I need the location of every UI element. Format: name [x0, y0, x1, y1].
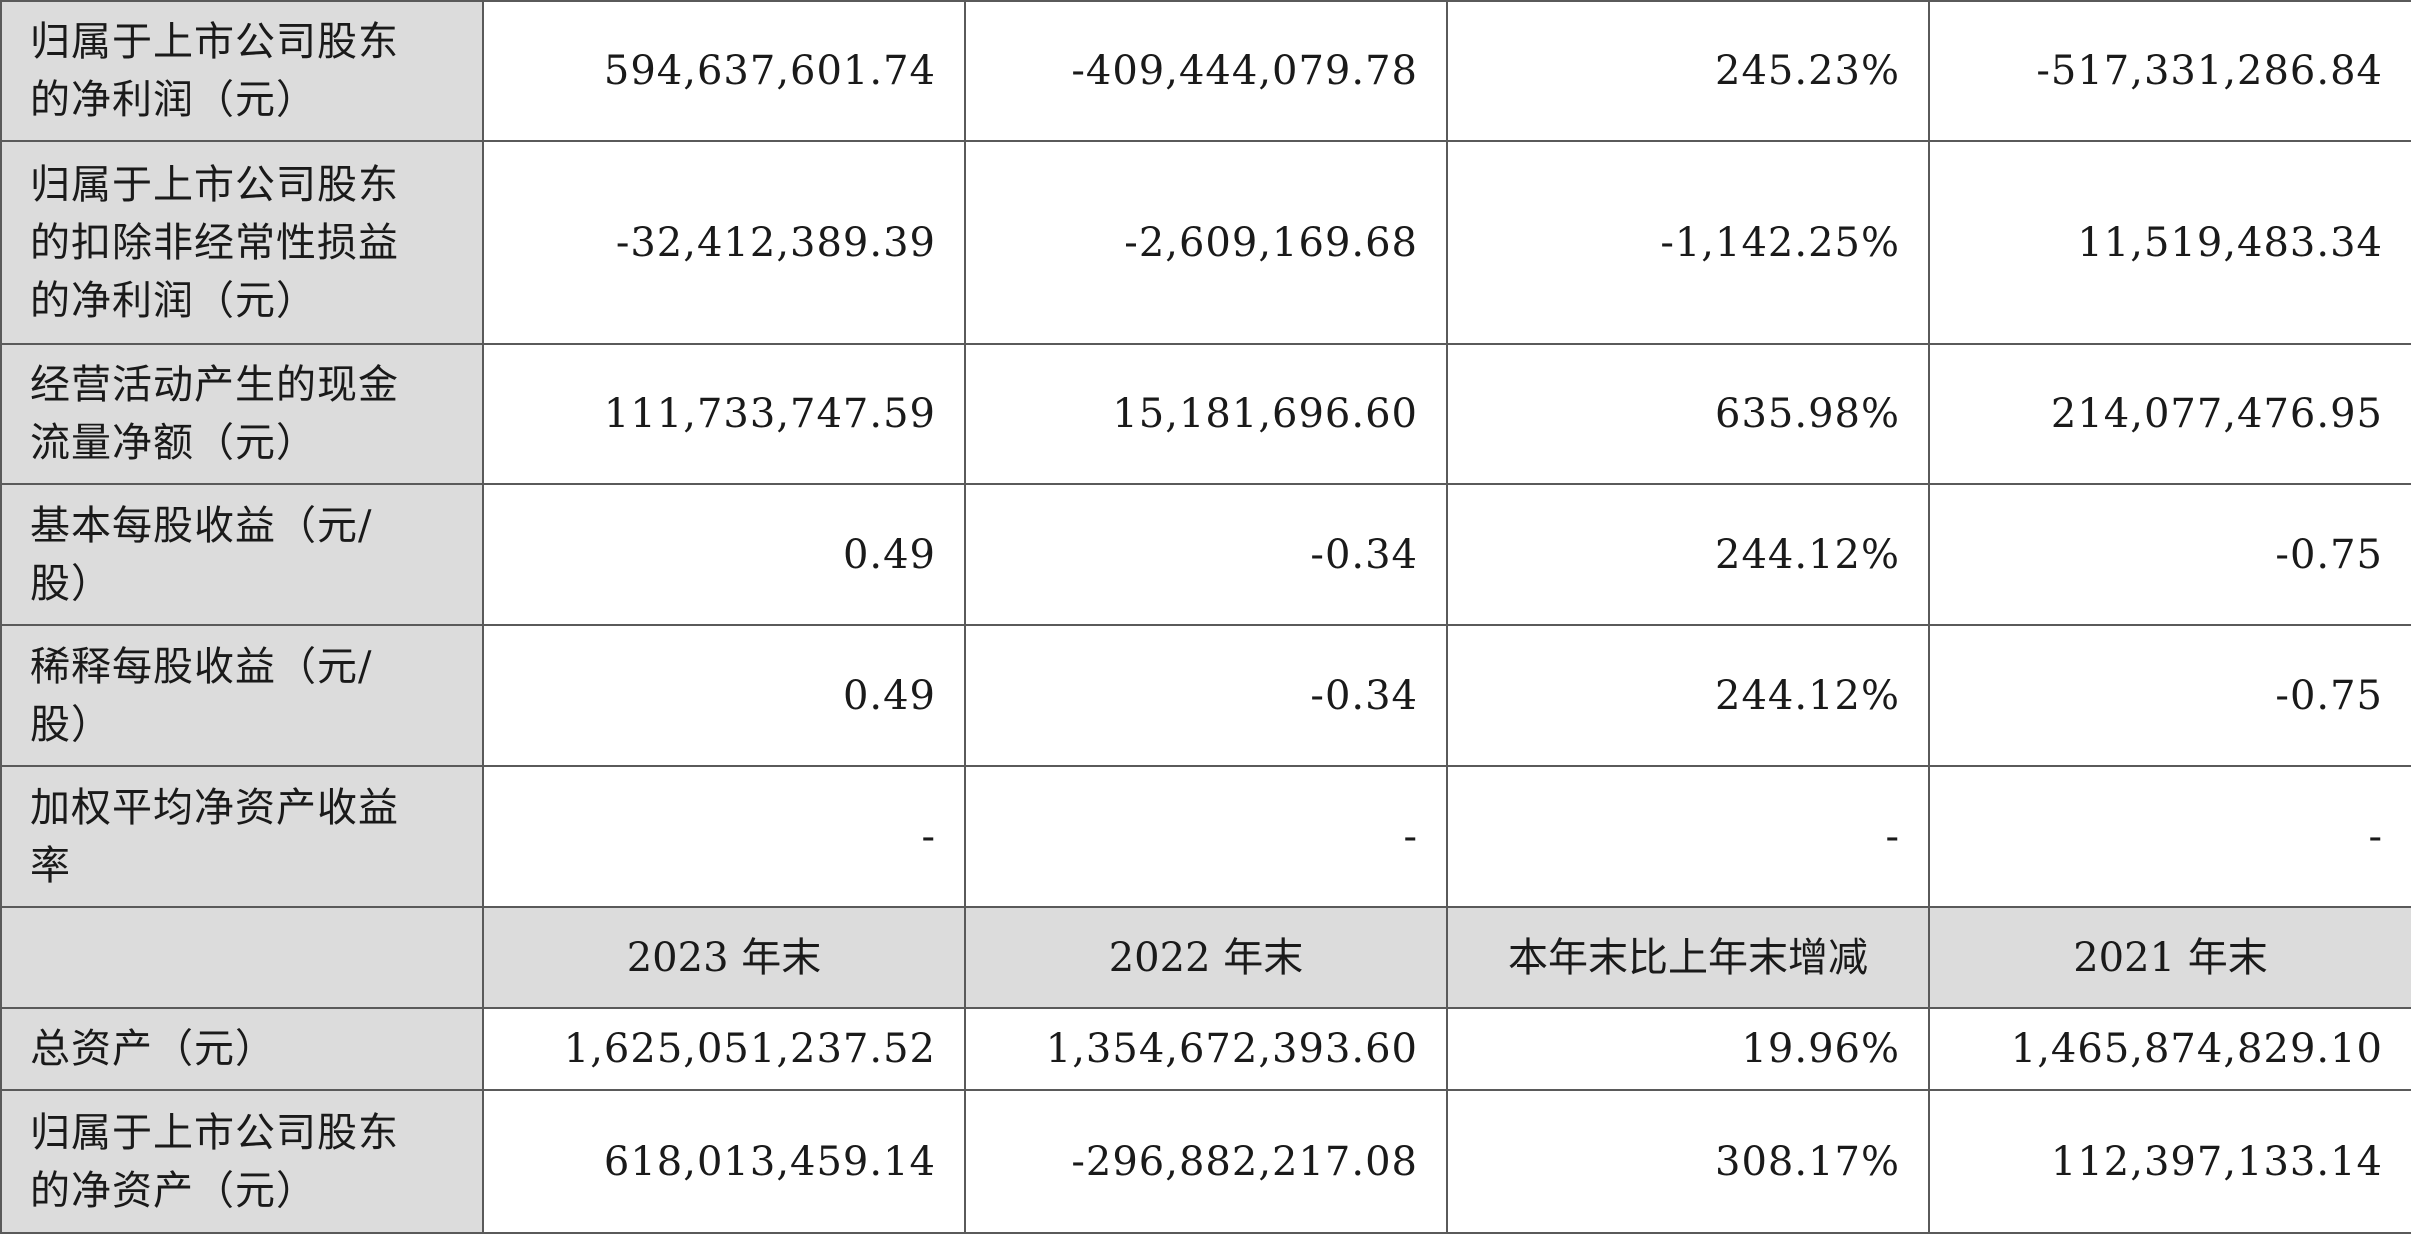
value-cell: 214,077,476.95	[1928, 343, 2411, 485]
header-empty-cell	[0, 906, 484, 1009]
row-label-net-profit: 归属于上市公司股东 的净利润（元）	[0, 0, 484, 142]
table-row: 加权平均净资产收益 率 - - - -	[0, 765, 2411, 908]
value-cell: 15,181,696.60	[964, 343, 1448, 485]
value-cell: 244.12%	[1446, 624, 1930, 767]
value-cell: -	[1928, 765, 2411, 908]
value-cell: 1,465,874,829.10	[1928, 1007, 2411, 1091]
row-label-net-assets: 归属于上市公司股东 的净资产（元）	[0, 1089, 484, 1234]
table-row: 归属于上市公司股东 的净利润（元） 594,637,601.74 -409,44…	[0, 0, 2411, 142]
row-label-operating-cash-flow: 经营活动产生的现金 流量净额（元）	[0, 343, 484, 485]
value-cell: -0.34	[964, 624, 1448, 767]
value-cell: 11,519,483.34	[1928, 140, 2411, 345]
value-cell: -0.75	[1928, 483, 2411, 626]
row-label-weighted-roe: 加权平均净资产收益 率	[0, 765, 484, 908]
column-header: 2023 年末	[482, 906, 966, 1009]
row-label-diluted-eps: 稀释每股收益（元/ 股）	[0, 624, 484, 767]
value-cell: 635.98%	[1446, 343, 1930, 485]
table-row: 经营活动产生的现金 流量净额（元） 111,733,747.59 15,181,…	[0, 343, 2411, 485]
column-header: 本年末比上年末增减	[1446, 906, 1930, 1009]
value-cell: 0.49	[482, 483, 966, 626]
value-cell: 111,733,747.59	[482, 343, 966, 485]
row-label-basic-eps: 基本每股收益（元/ 股）	[0, 483, 484, 626]
value-cell: -0.75	[1928, 624, 2411, 767]
value-cell: 618,013,459.14	[482, 1089, 966, 1234]
value-cell: -	[482, 765, 966, 908]
value-cell: -517,331,286.84	[1928, 0, 2411, 142]
row-label-net-profit-excluding-nonrecurring: 归属于上市公司股东 的扣除非经常性损益 的净利润（元）	[0, 140, 484, 345]
table-row: 归属于上市公司股东 的净资产（元） 618,013,459.14 -296,88…	[0, 1089, 2411, 1234]
column-header: 2022 年末	[964, 906, 1448, 1009]
value-cell: -	[1446, 765, 1930, 908]
value-cell: 0.49	[482, 624, 966, 767]
value-cell: 1,625,051,237.52	[482, 1007, 966, 1091]
value-cell: -	[964, 765, 1448, 908]
value-cell: 245.23%	[1446, 0, 1930, 142]
value-cell: -2,609,169.68	[964, 140, 1448, 345]
row-label-total-assets: 总资产（元）	[0, 1007, 484, 1091]
value-cell: 244.12%	[1446, 483, 1930, 626]
table-row: 总资产（元） 1,625,051,237.52 1,354,672,393.60…	[0, 1007, 2411, 1091]
column-header: 2021 年末	[1928, 906, 2411, 1009]
table-row: 基本每股收益（元/ 股） 0.49 -0.34 244.12% -0.75	[0, 483, 2411, 626]
value-cell: 112,397,133.14	[1928, 1089, 2411, 1234]
value-cell: -0.34	[964, 483, 1448, 626]
value-cell: -1,142.25%	[1446, 140, 1930, 345]
value-cell: 1,354,672,393.60	[964, 1007, 1448, 1091]
table-row: 稀释每股收益（元/ 股） 0.49 -0.34 244.12% -0.75	[0, 624, 2411, 767]
value-cell: -409,444,079.78	[964, 0, 1448, 142]
value-cell: 308.17%	[1446, 1089, 1930, 1234]
table-header-row: 2023 年末 2022 年末 本年末比上年末增减 2021 年末	[0, 906, 2411, 1009]
value-cell: 19.96%	[1446, 1007, 1930, 1091]
value-cell: -296,882,217.08	[964, 1089, 1448, 1234]
value-cell: 594,637,601.74	[482, 0, 966, 142]
value-cell: -32,412,389.39	[482, 140, 966, 345]
table-row: 归属于上市公司股东 的扣除非经常性损益 的净利润（元） -32,412,389.…	[0, 140, 2411, 345]
